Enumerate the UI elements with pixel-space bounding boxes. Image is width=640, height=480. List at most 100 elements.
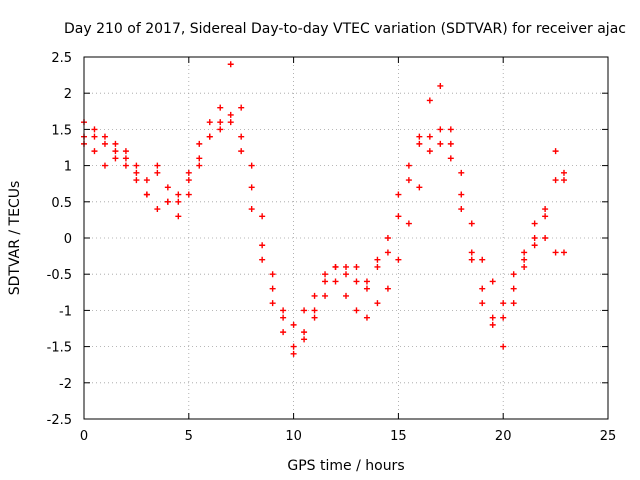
y-tick-label: -0.5 bbox=[47, 268, 72, 283]
data-point bbox=[531, 242, 538, 249]
data-point bbox=[363, 278, 370, 285]
y-tick-label: 0.5 bbox=[51, 196, 72, 211]
x-tick-label: 25 bbox=[600, 429, 617, 444]
y-tick-label: 2 bbox=[64, 87, 72, 102]
y-tick-label: 2.5 bbox=[51, 51, 72, 66]
data-point bbox=[112, 155, 119, 162]
data-point bbox=[560, 169, 567, 176]
y-tick-label: -2 bbox=[59, 377, 72, 392]
data-point bbox=[101, 133, 108, 140]
data-point bbox=[154, 162, 161, 169]
data-point bbox=[133, 169, 140, 176]
data-point bbox=[374, 263, 381, 270]
data-point bbox=[217, 104, 224, 111]
data-point bbox=[311, 307, 318, 314]
data-point bbox=[489, 278, 496, 285]
data-point bbox=[143, 177, 150, 184]
data-point bbox=[405, 162, 412, 169]
data-point bbox=[479, 285, 486, 292]
data-point bbox=[259, 242, 266, 249]
x-axis-label: GPS time / hours bbox=[287, 458, 404, 474]
data-point bbox=[91, 126, 98, 133]
data-point bbox=[269, 300, 276, 307]
data-point bbox=[489, 314, 496, 321]
data-point bbox=[447, 126, 454, 133]
data-point bbox=[196, 162, 203, 169]
data-point bbox=[227, 111, 234, 118]
y-tick-labels: 2.5 2 1.5 1 0.5 0 -0.5 -1 -1.5 -2 -2.5 bbox=[47, 51, 72, 428]
data-point bbox=[560, 249, 567, 256]
data-point bbox=[552, 249, 559, 256]
axis-ticks bbox=[83, 56, 609, 420]
data-point bbox=[164, 184, 171, 191]
data-point bbox=[91, 133, 98, 140]
data-point bbox=[395, 256, 402, 263]
data-point bbox=[479, 300, 486, 307]
data-point bbox=[259, 256, 266, 263]
data-point bbox=[542, 206, 549, 213]
data-point bbox=[395, 213, 402, 220]
data-point bbox=[521, 256, 528, 263]
data-point bbox=[363, 285, 370, 292]
data-point bbox=[437, 126, 444, 133]
data-point bbox=[175, 198, 182, 205]
data-point bbox=[458, 191, 465, 198]
data-point bbox=[437, 82, 444, 89]
series-trace-b bbox=[81, 111, 567, 328]
data-point bbox=[416, 184, 423, 191]
data-point bbox=[353, 278, 360, 285]
data-point bbox=[458, 169, 465, 176]
x-tick-label: 0 bbox=[80, 429, 88, 444]
data-point bbox=[248, 184, 255, 191]
data-point bbox=[311, 292, 318, 299]
data-point bbox=[489, 321, 496, 328]
data-point bbox=[384, 235, 391, 241]
data-point bbox=[343, 263, 349, 270]
data-point bbox=[206, 133, 213, 140]
data-point bbox=[479, 256, 486, 263]
data-point bbox=[332, 263, 339, 270]
x-tick-labels: 0 5 10 15 20 25 bbox=[80, 429, 616, 444]
data-point bbox=[322, 271, 329, 278]
data-point bbox=[322, 278, 329, 285]
data-point bbox=[133, 177, 140, 184]
data-point bbox=[290, 350, 297, 357]
data-point bbox=[290, 321, 297, 328]
data-point bbox=[343, 292, 349, 299]
data-point bbox=[437, 140, 444, 147]
data-point bbox=[500, 314, 507, 321]
data-point bbox=[175, 213, 182, 220]
data-point bbox=[112, 140, 119, 147]
data-point bbox=[426, 97, 433, 104]
data-point bbox=[133, 162, 140, 169]
series-trace-c bbox=[81, 119, 567, 357]
data-point bbox=[227, 119, 234, 126]
data-point bbox=[560, 177, 567, 184]
data-point bbox=[259, 213, 266, 220]
data-point bbox=[447, 155, 454, 162]
data-point bbox=[269, 285, 276, 292]
grid bbox=[84, 57, 608, 419]
data-point bbox=[531, 220, 538, 227]
data-point bbox=[154, 206, 161, 213]
data-point bbox=[185, 169, 192, 176]
data-point bbox=[185, 177, 192, 184]
data-point bbox=[196, 155, 203, 162]
data-point bbox=[353, 307, 360, 314]
data-point bbox=[311, 314, 318, 321]
data-point bbox=[217, 119, 224, 126]
data-point bbox=[384, 249, 391, 256]
data-point bbox=[521, 263, 528, 270]
data-point bbox=[343, 271, 349, 278]
data-point bbox=[468, 256, 475, 263]
data-point bbox=[500, 343, 507, 350]
data-point bbox=[280, 314, 287, 321]
data-point bbox=[280, 307, 287, 314]
data-point bbox=[238, 104, 245, 111]
y-tick-label: -2.5 bbox=[47, 413, 72, 428]
y-axis-label: SDTVAR / TECUs bbox=[7, 181, 23, 296]
data-point bbox=[122, 162, 129, 169]
y-tick-label: -1 bbox=[59, 304, 72, 319]
data-point bbox=[91, 148, 98, 155]
